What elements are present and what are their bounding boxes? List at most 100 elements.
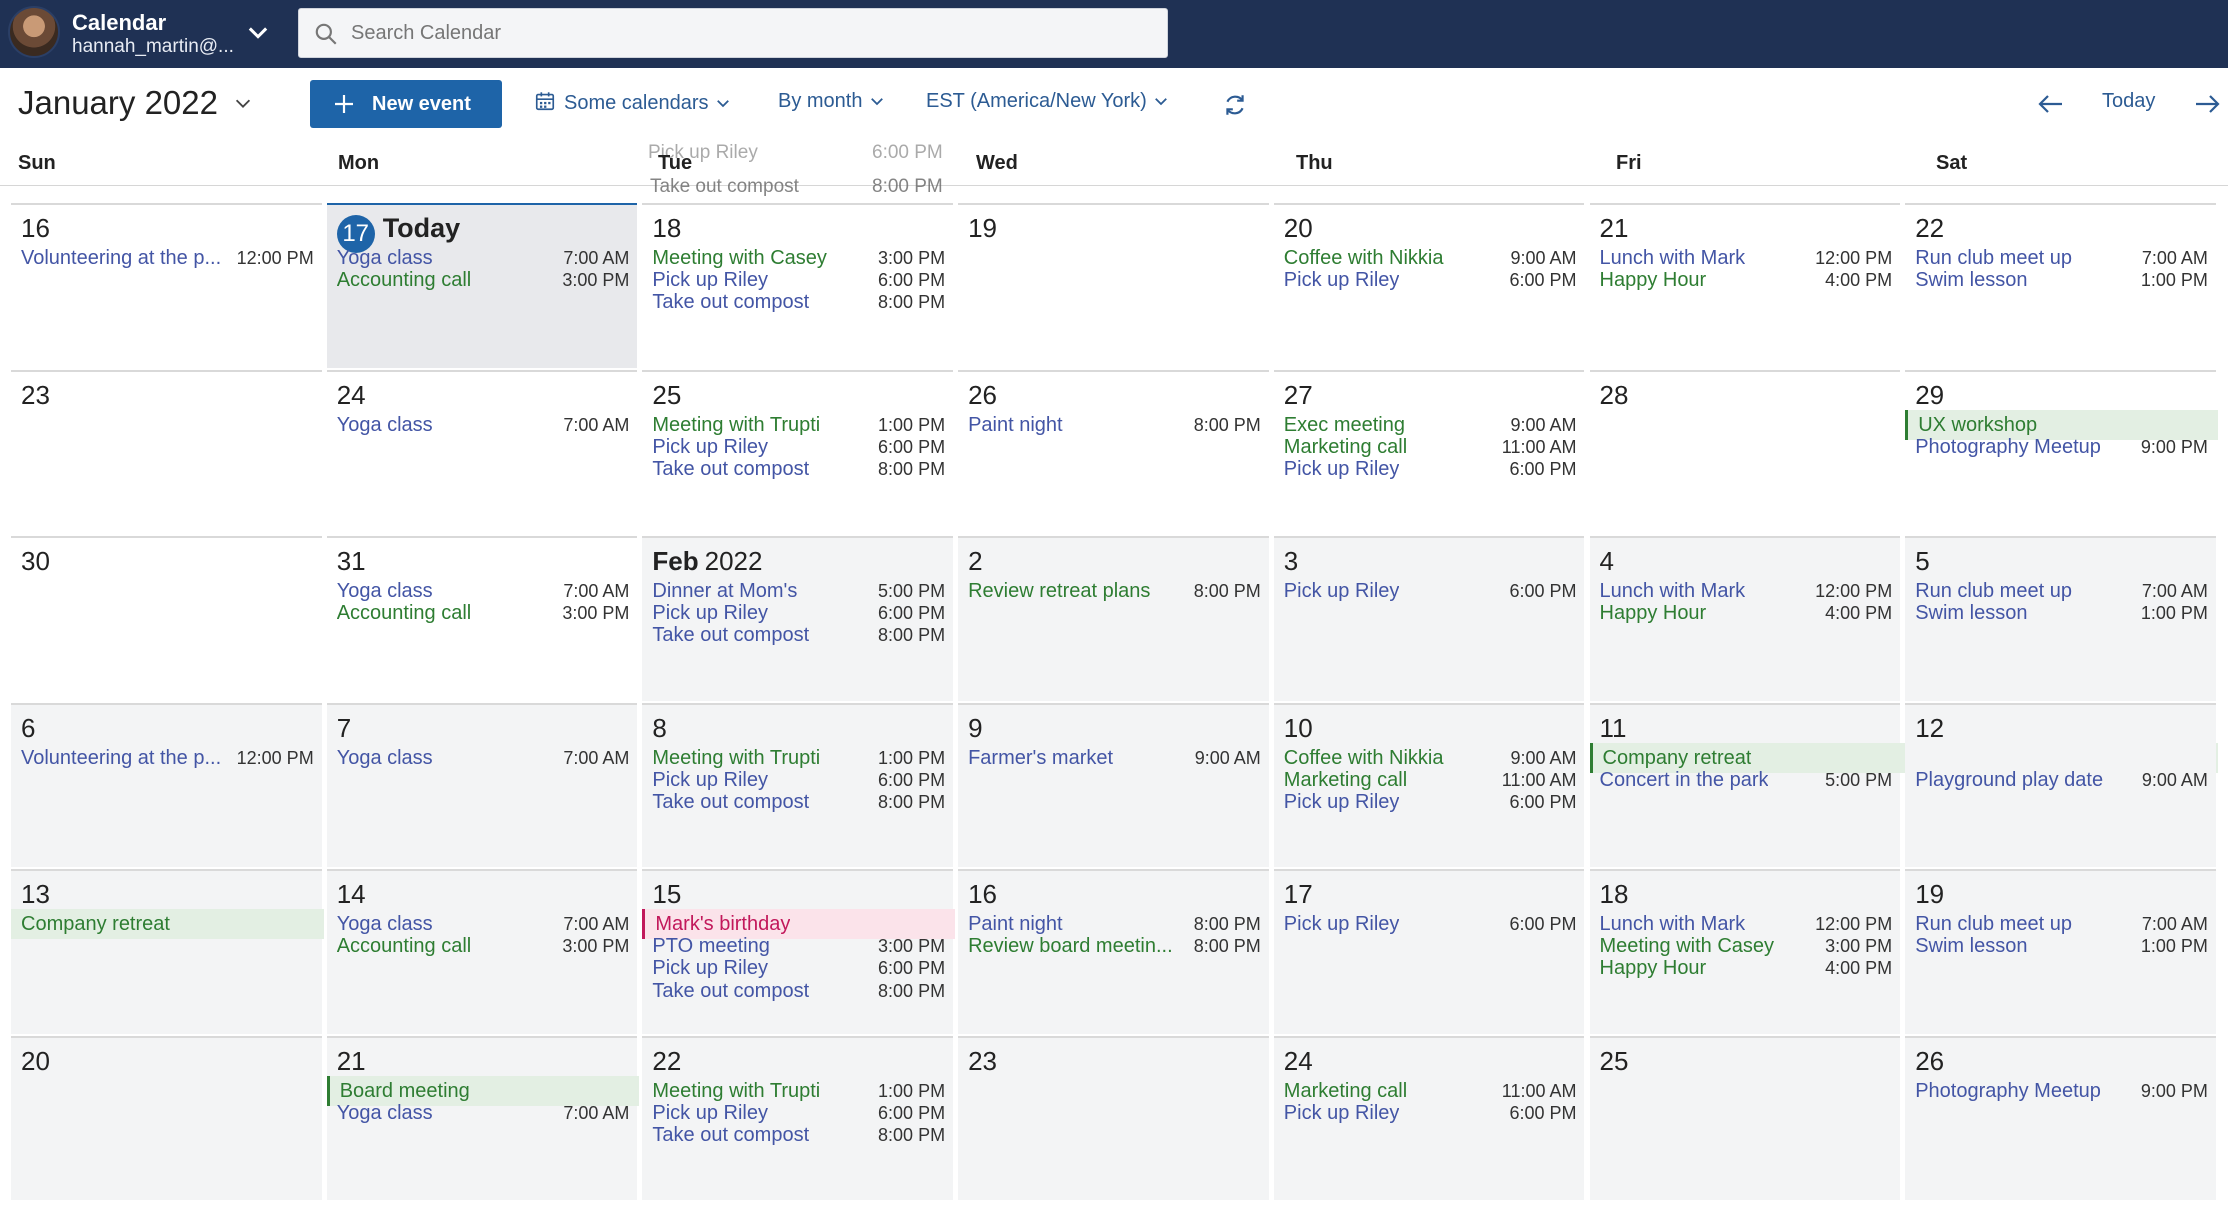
calendar-event[interactable]: Swim lesson 1:00 PM [1915, 931, 2208, 961]
new-event-button[interactable]: New event [310, 80, 502, 128]
calendar-event[interactable]: Meeting with Trupti 1:00 PM [652, 1076, 945, 1106]
all-day-event[interactable]: UX workshop [1905, 409, 2218, 440]
calendar-event[interactable]: Happy Hour 4:00 PM [1600, 598, 1893, 628]
day-cell[interactable]: 18 Lunch with Mark 12:00 PM Meeting with Ca… [1589, 869, 1901, 1034]
day-cell[interactable]: 16 Volunteering at the p... 12:00 PM [11, 203, 322, 368]
day-cell[interactable]: 26 Paint night 8:00 PM [958, 369, 1269, 534]
day-cell[interactable]: 11 Company retreat Concert in the park 5:00… [1589, 702, 2219, 867]
day-cell[interactable]: 5 Run club meet up 7:00 AM Swim lesson 1:00 … [1905, 536, 2216, 701]
calendar-event[interactable]: Happy Hour 4:00 PM [1600, 953, 1893, 983]
calendar-event[interactable]: Dinner at Mom's 5:00 PM [652, 576, 945, 606]
calendar-event[interactable]: Marketing call 11:00 AM [1284, 432, 1577, 462]
calendar-event[interactable]: Pick up Riley 6:00 PM [652, 953, 945, 983]
calendar-event[interactable]: Volunteering at the p... 12:00 PM [21, 743, 314, 773]
calendar-event[interactable]: Take out compost 8:00 PM [652, 454, 945, 484]
calendar-event[interactable]: Take out compost 8:00 PM [652, 787, 945, 817]
calendar-event[interactable]: Coffee with Nikkia 9:00 AM [1284, 243, 1577, 273]
all-day-event[interactable]: Company retreat [11, 909, 324, 939]
calendar-event[interactable]: Take out compost 8:00 PM [652, 620, 945, 650]
calendar-event[interactable]: Accounting call 3:00 PM [337, 931, 630, 961]
calendar-event[interactable]: Exec meeting 9:00 AM [1284, 410, 1577, 440]
calendar-event[interactable]: Take out compost 8:00 PM [652, 976, 945, 1006]
calendar-event[interactable]: Yoga class 7:00 AM [337, 743, 630, 773]
day-cell[interactable]: 9 Farmer's market 9:00 AM [958, 702, 1269, 867]
calendar-event[interactable]: Pick up Riley 6:00 PM [1284, 576, 1577, 606]
day-cell[interactable]: 12 Playground play date 9:00 AM [1905, 702, 2216, 867]
day-cell[interactable]: 8 Meeting with Trupti 1:00 PM Pick up Riley… [642, 702, 954, 867]
calendar-event[interactable]: Coffee with Nikkia 9:00 AM [1284, 743, 1577, 773]
day-cell[interactable]: 22 Run club meet up 7:00 AM Swim lesson 1:00… [1905, 203, 2216, 368]
all-day-event[interactable]: Mark's birthday [642, 909, 956, 939]
day-cell[interactable]: 25 Meeting with Trupti 1:00 PM Pick up Rile… [642, 369, 954, 534]
day-cell[interactable]: 21 Board meeting Yoga class 7:00 AM [326, 1035, 640, 1200]
calendar-event[interactable]: Lunch with Mark 12:00 PM [1600, 909, 1893, 939]
day-cell[interactable]: 27 Exec meeting 9:00 AM Marketing call 11:00… [1273, 369, 1585, 534]
calendar-event[interactable]: Swim lesson 1:00 PM [1915, 598, 2208, 628]
calendar-event[interactable]: Take out compost 8:00 PM [652, 287, 945, 317]
arrow-left-icon[interactable] [2036, 92, 2064, 116]
refresh-icon[interactable] [1222, 92, 1248, 118]
calendars-filter-dropdown[interactable]: Some calendars [534, 90, 732, 115]
day-cell[interactable]: 28 [1589, 369, 1901, 534]
day-cell[interactable]: 6 Volunteering at the p... 12:00 PM [11, 702, 322, 867]
day-cell[interactable]: Feb 2022 Dinner at Mom's 5:00 PM Pick up Ril… [642, 536, 954, 701]
day-cell[interactable]: 16 Paint night 8:00 PM Review board meetin.… [958, 869, 1269, 1034]
calendar-event[interactable]: Accounting call 3:00 PM [337, 598, 630, 628]
month-title[interactable]: January 2022 [18, 84, 218, 122]
calendar-event[interactable]: Pick up Riley 6:00 PM [1284, 265, 1577, 295]
calendar-event[interactable]: Happy Hour 4:00 PM [1600, 265, 1893, 295]
calendar-event[interactable]: Photography Meetup 9:00 PM [1915, 432, 2208, 462]
calendar-event[interactable]: Pick up Riley 6:00 PM [652, 598, 945, 628]
calendar-event[interactable]: Lunch with Mark 12:00 PM [1600, 576, 1893, 606]
day-cell[interactable]: 23 [11, 369, 322, 534]
chevron-down-icon[interactable] [232, 92, 254, 114]
calendar-event[interactable]: Farmer's market 9:00 AM [968, 743, 1261, 773]
all-day-event[interactable]: Board meeting [326, 1075, 640, 1106]
day-cell[interactable]: 20 [11, 1035, 322, 1200]
day-cell[interactable]: 24 Yoga class 7:00 AM [326, 369, 638, 534]
calendar-event[interactable]: Pick up Riley 6:00 PM [1284, 787, 1577, 817]
today-button[interactable]: Today [2102, 90, 2156, 112]
calendar-event[interactable]: Pick up Riley 6:00 PM [1284, 454, 1577, 484]
day-cell[interactable]: 13 Company retreat [11, 869, 324, 1034]
calendar-event[interactable]: Photography Meetup 9:00 PM [1915, 1076, 2208, 1106]
day-cell[interactable]: 24 Marketing call 11:00 AM Pick up Riley 6:0… [1273, 1035, 1585, 1200]
day-cell[interactable]: 18 Meeting with Casey 3:00 PM Pick up Riley… [642, 203, 954, 368]
calendar-event[interactable]: Yoga class 7:00 AM [337, 1098, 630, 1128]
calendar-event[interactable]: Run club meet up 7:00 AM [1915, 243, 2208, 273]
calendar-event[interactable]: Yoga class 7:00 AM [337, 909, 630, 939]
calendar-event[interactable]: Pick up Riley 6:00 PM [1284, 1098, 1577, 1128]
calendar-event[interactable]: Meeting with Trupti 1:00 PM [652, 743, 945, 773]
chevron-down-icon[interactable] [244, 18, 272, 46]
calendar-event[interactable]: Yoga class 7:00 AM [337, 243, 630, 273]
day-cell[interactable]: 17 Pick up Riley 6:00 PM [1273, 869, 1585, 1034]
calendar-event[interactable]: Take out compost 8:00 PM [652, 1120, 945, 1150]
day-cell[interactable]: 20 Coffee with Nikkia 9:00 AM Pick up Riley… [1273, 203, 1585, 368]
day-cell[interactable]: 21 Lunch with Mark 12:00 PM Happy Hour 4:00 … [1589, 203, 1901, 368]
calendar-event[interactable]: Review board meetin... 8:00 PM [968, 931, 1261, 961]
calendar-event[interactable]: Meeting with Casey 3:00 PM [1600, 931, 1893, 961]
day-cell[interactable]: 7 Yoga class 7:00 AM [326, 702, 638, 867]
calendar-event[interactable]: Run club meet up 7:00 AM [1915, 576, 2208, 606]
calendar-event[interactable]: Concert in the park 5:00 PM [1600, 765, 1893, 795]
calendar-event[interactable]: Pick up Riley 6:00 PM [652, 432, 945, 462]
calendar-event[interactable]: Paint night 8:00 PM [968, 410, 1261, 440]
calendar-event[interactable]: Pick up Riley 6:00 PM [652, 1098, 945, 1128]
view-mode-dropdown[interactable]: By month [778, 90, 886, 113]
search-input[interactable] [351, 9, 1151, 57]
calendar-event[interactable]: Playground play date 9:00 AM [1915, 765, 2208, 795]
calendar-event[interactable]: Yoga class 7:00 AM [337, 410, 630, 440]
calendar-event[interactable]: Paint night 8:00 PM [968, 909, 1261, 939]
day-cell[interactable]: 22 Meeting with Trupti 1:00 PM Pick up Rile… [642, 1035, 954, 1200]
calendar-event[interactable]: Meeting with Casey 3:00 PM [652, 243, 945, 273]
day-cell[interactable]: 25 [1589, 1035, 1901, 1200]
day-cell[interactable]: 10 Coffee with Nikkia 9:00 AM Marketing cal… [1273, 702, 1585, 867]
search-box[interactable] [298, 8, 1168, 58]
calendar-event[interactable]: Run club meet up 7:00 AM [1915, 909, 2208, 939]
calendar-event[interactable]: Marketing call 11:00 AM [1284, 1076, 1577, 1106]
timezone-dropdown[interactable]: EST (America/New York) [926, 90, 1170, 113]
calendar-event[interactable]: Pick up Riley 6:00 PM [652, 265, 945, 295]
arrow-right-icon[interactable] [2194, 92, 2222, 116]
calendar-event[interactable]: PTO meeting 3:00 PM [652, 931, 945, 961]
day-cell[interactable]: 2 Review retreat plans 8:00 PM [958, 536, 1269, 701]
